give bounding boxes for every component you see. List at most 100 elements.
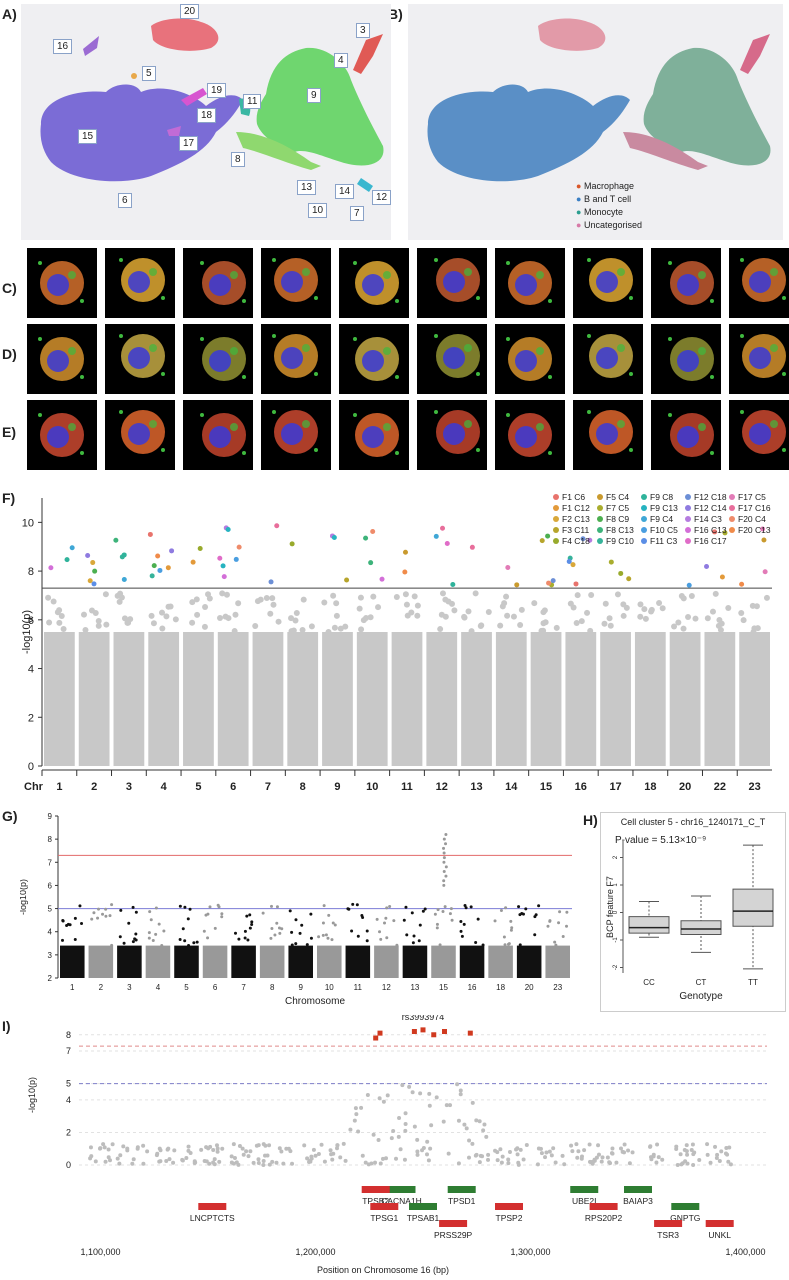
umap-panel-b: ● Macrophage ● B and T cell ● Monocyte ●… <box>408 4 783 240</box>
cell-image-e9 <box>651 400 721 470</box>
snp-point <box>330 1157 335 1162</box>
legend-item-uncat: ● Uncategorised <box>576 220 642 230</box>
snp-point <box>727 1145 732 1150</box>
significant-snp <box>539 538 545 544</box>
snp-point <box>125 1148 130 1153</box>
snp-point <box>428 1146 433 1151</box>
snp-point <box>402 918 406 922</box>
snp-point <box>178 938 182 942</box>
snp-point <box>330 592 337 599</box>
cell-image-d9 <box>651 324 721 394</box>
snp-point <box>357 594 364 601</box>
significant-snp <box>147 531 153 537</box>
snp-point <box>569 1143 574 1148</box>
legend-marker <box>597 527 603 533</box>
y-tick-label: 2 <box>48 974 53 983</box>
cell-image-d6 <box>417 324 487 394</box>
umap-b-bt-blob <box>427 84 630 182</box>
snp-point <box>248 913 252 917</box>
snp-point <box>118 594 125 601</box>
snp-point <box>458 1088 463 1093</box>
snp-point <box>115 1156 120 1161</box>
y-tick-label: 2 <box>28 712 34 724</box>
snp-point <box>275 618 282 625</box>
snp-point <box>717 1158 722 1163</box>
chromosome-label: 4 <box>156 983 161 992</box>
snp-point <box>749 602 756 609</box>
snp-point <box>485 608 492 615</box>
chromosome-block <box>402 945 428 978</box>
snp-point <box>178 904 182 908</box>
snp-point <box>284 1146 289 1151</box>
snp-point <box>335 1146 340 1151</box>
snp-point <box>438 611 445 618</box>
snp-point <box>495 1158 500 1163</box>
chromosome-block <box>459 945 485 978</box>
snp-point <box>441 909 445 913</box>
snp-point <box>503 593 510 600</box>
snp-point <box>400 1083 405 1088</box>
snp-point <box>60 626 67 633</box>
snp-point <box>531 600 538 607</box>
cluster-17-blob <box>167 126 181 136</box>
snp-point <box>127 921 131 925</box>
cluster-label-10: 10 <box>308 203 328 218</box>
snp-point <box>90 917 94 921</box>
snp-point <box>578 618 585 625</box>
snp-point <box>159 609 166 616</box>
umap-b-legend: ● Macrophage ● B and T cell ● Monocyte ●… <box>576 180 642 232</box>
snp-point <box>192 1160 197 1165</box>
significant-snp <box>420 1027 426 1033</box>
snp-point <box>194 611 201 618</box>
significant-snp <box>444 540 450 546</box>
snp-point <box>675 619 682 626</box>
snp-point <box>641 606 648 613</box>
significant-snp <box>274 523 280 529</box>
snp-point <box>425 1152 430 1157</box>
legend-marker <box>685 527 691 533</box>
chromosome-block <box>60 945 85 978</box>
chromosome-label: 18 <box>644 781 656 793</box>
significant-snp <box>546 580 552 586</box>
snp-point <box>327 913 331 917</box>
chromosome-label: 20 <box>525 983 534 992</box>
cluster-label-12: 12 <box>372 190 392 205</box>
cell-image-c1 <box>27 248 97 318</box>
snp-point <box>195 940 199 944</box>
snp-point <box>269 904 273 908</box>
chromosome-block <box>634 632 666 766</box>
snp-point <box>248 926 252 930</box>
chromosome-label: 8 <box>300 781 306 793</box>
y-tick-label: 0 <box>28 761 34 773</box>
snp-point <box>189 599 196 606</box>
snp-point <box>277 926 281 930</box>
legend-item-monocyte: ● Monocyte <box>576 207 623 217</box>
snp-point <box>484 1134 489 1139</box>
snp-point <box>244 1149 249 1154</box>
snp-point <box>88 1145 93 1150</box>
snp-point <box>158 1148 163 1153</box>
snp-point <box>134 932 138 936</box>
x-axis-label: Chromosome <box>285 996 345 1007</box>
chromosome-label: 20 <box>679 781 691 793</box>
snp-point <box>678 1152 683 1157</box>
snp-point <box>719 1149 724 1154</box>
snp-point <box>134 910 138 914</box>
snp-point <box>412 934 416 938</box>
cell-image-d3 <box>183 324 253 394</box>
snp-point <box>331 1151 336 1156</box>
snp-point <box>462 1122 467 1127</box>
snp-point <box>385 906 389 910</box>
snp-point <box>405 933 409 937</box>
significant-snp <box>704 563 710 569</box>
snp-point <box>215 1146 220 1151</box>
chromosome-block <box>44 632 75 766</box>
snp-point <box>186 917 190 921</box>
snp-point <box>402 1157 407 1162</box>
snp-point <box>355 903 359 907</box>
cluster-label-15: 15 <box>78 129 98 144</box>
snp-point <box>305 943 309 947</box>
significant-snp <box>236 544 242 550</box>
snp-point <box>560 1153 565 1158</box>
snp-point <box>607 622 614 629</box>
